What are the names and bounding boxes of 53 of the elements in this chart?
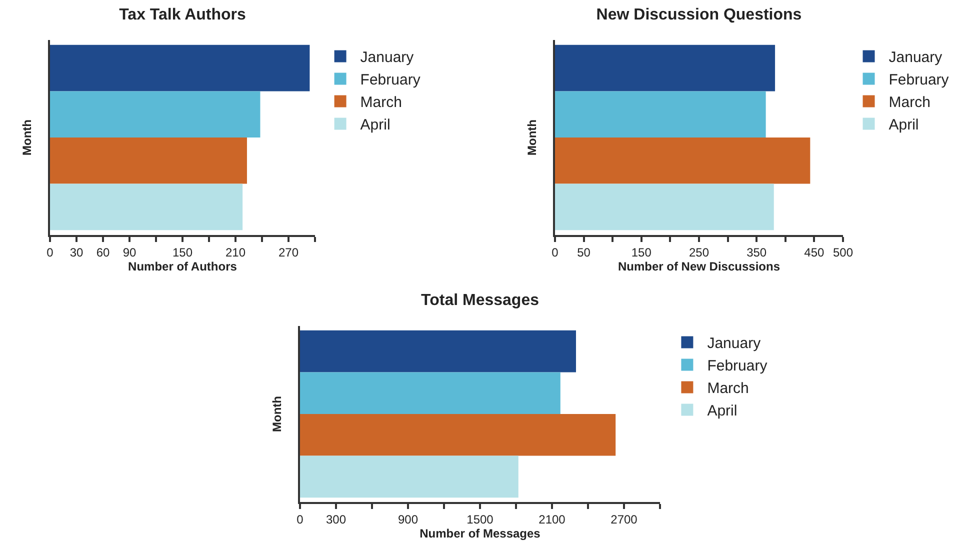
legend-label: March: [360, 94, 402, 112]
x-tick-label: 300: [326, 512, 346, 526]
x-tick-label: 270: [278, 245, 299, 260]
bar: [50, 44, 310, 92]
x-tick-label: 900: [398, 512, 418, 526]
x-tick-label: 150: [172, 245, 193, 260]
bar: [50, 184, 243, 230]
legend-label: March: [888, 94, 930, 112]
x-tick-label: 210: [225, 245, 246, 260]
x-tick-label: 150: [631, 245, 652, 260]
x-tick-label: 1500: [466, 512, 494, 526]
x-tick-label: 50: [577, 245, 591, 260]
x-tick-label: 60: [96, 245, 110, 260]
bar: [555, 184, 774, 230]
legend-label: April: [888, 116, 919, 134]
bar: [50, 138, 247, 184]
y-axis-title: Month: [20, 120, 34, 156]
legend-label: January: [360, 49, 414, 66]
y-axis-title: Month: [524, 120, 539, 156]
legend-label: March: [707, 380, 749, 398]
x-axis-title: Number of New Discussions: [618, 259, 780, 274]
bar: [50, 91, 260, 138]
legend-label: January: [888, 49, 943, 66]
bar: [555, 138, 810, 184]
legend-label: February: [707, 358, 768, 375]
x-tick-label: 2700: [610, 512, 638, 526]
x-tick-label: 500: [832, 245, 854, 260]
legend-label: January: [707, 335, 762, 352]
x-tick-label: 2100: [538, 512, 566, 526]
legend-label: April: [360, 116, 390, 134]
x-tick-label: 0: [46, 245, 54, 260]
x-tick-label: 30: [70, 245, 84, 260]
x-tick-label: 450: [804, 245, 825, 260]
x-tick-label: 350: [746, 245, 767, 260]
bar: [300, 414, 616, 456]
x-axis-title: Number of Authors: [128, 259, 238, 274]
bar: [555, 44, 776, 92]
y-axis-title: Month: [270, 396, 284, 432]
bar: [300, 330, 576, 372]
bar: [555, 91, 766, 138]
chart-title: Tax Talk Authors: [119, 6, 246, 24]
x-axis-title: Number of Messages: [420, 526, 541, 540]
bar: [300, 372, 560, 414]
bar: [300, 456, 518, 498]
legend-label: April: [707, 402, 738, 420]
legend-label: February: [360, 72, 421, 89]
x-tick-label: 250: [688, 245, 710, 260]
x-tick-label: 0: [296, 512, 304, 526]
x-tick-label: 0: [552, 245, 559, 260]
chart-title: Total Messages: [421, 292, 540, 310]
legend-label: February: [888, 72, 950, 89]
chart-title: New Discussion Questions: [596, 6, 802, 24]
x-tick-label: 90: [122, 245, 136, 260]
